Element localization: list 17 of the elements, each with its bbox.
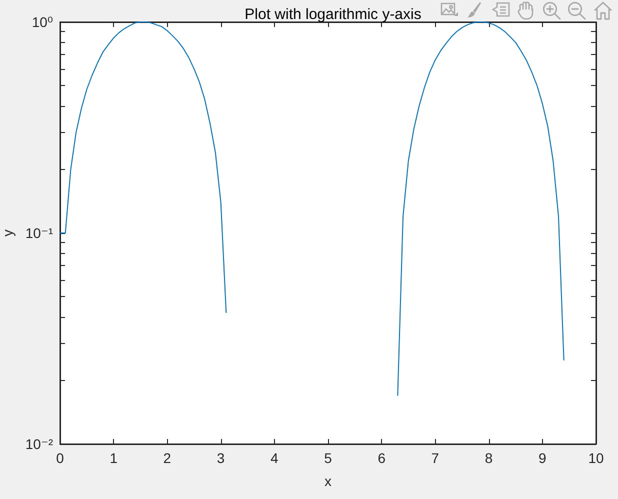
- x-tick-label: 8: [484, 450, 493, 466]
- x-tick-label: 1: [110, 450, 118, 466]
- x-tick-label: 10: [588, 450, 604, 466]
- x-tick-label: 0: [56, 450, 64, 466]
- x-tick-label: 7: [431, 450, 440, 466]
- x-tick-label: 3: [216, 450, 225, 466]
- chart-title: Plot with logarithmic y-axis: [244, 6, 422, 23]
- x-axis-title: x: [324, 473, 332, 489]
- x-tick-label: 9: [538, 450, 546, 466]
- x-tick-label: 5: [324, 450, 332, 466]
- y-tick-label: 10⁻¹: [25, 225, 54, 241]
- y-axis-title: y: [0, 230, 16, 236]
- x-tick-label: 6: [378, 450, 386, 466]
- x-tick-label: 4: [270, 450, 278, 466]
- x-tick-label: 2: [163, 450, 172, 466]
- y-tick-label: 10⁻²: [25, 436, 54, 452]
- y-tick-label: 10⁰: [32, 14, 54, 30]
